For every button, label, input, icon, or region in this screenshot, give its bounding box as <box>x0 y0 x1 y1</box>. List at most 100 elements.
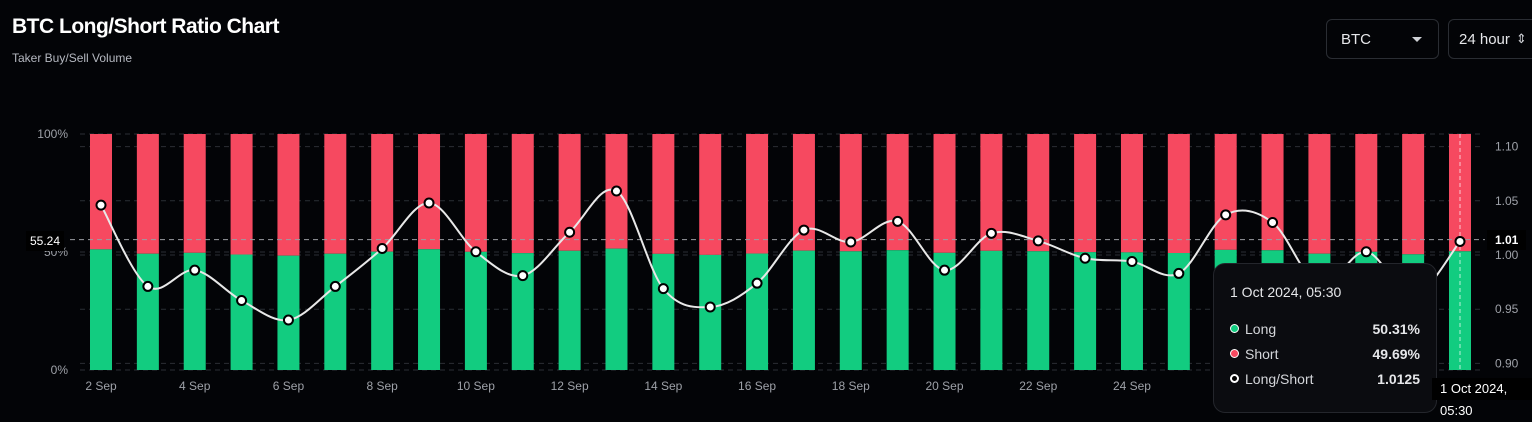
long-bar <box>511 253 534 370</box>
short-bar <box>1261 134 1284 251</box>
ratio-point <box>470 246 482 258</box>
right-axis-tick: 1.00 <box>1495 248 1519 262</box>
short-bar <box>324 134 347 254</box>
long-bar <box>418 249 441 370</box>
short-bar <box>886 134 909 251</box>
chart-tooltip: 1 Oct 2024, 05:30 Long 50.31% Short 49.6… <box>1213 263 1437 413</box>
short-bar <box>277 134 300 256</box>
crosshair-right-value: 1.01 <box>1487 230 1527 250</box>
coin-select-value: BTC <box>1341 30 1371 48</box>
short-bar <box>792 134 815 251</box>
ratio-point <box>95 199 107 211</box>
ratio-point <box>142 280 154 292</box>
short-bar <box>933 134 956 253</box>
ratio-point <box>1360 246 1372 258</box>
ratio-point <box>189 264 201 276</box>
short-bar <box>230 134 253 255</box>
x-axis-tick: 18 Sep <box>832 379 870 393</box>
ratio-point <box>657 283 669 295</box>
long-short-chart[interactable]: 0%50%100%0.900.951.001.051.102 Sep 4 Sep 6… <box>0 0 1532 402</box>
short-bar <box>183 134 206 253</box>
caret-down-icon <box>1412 37 1422 42</box>
short-bar <box>464 134 487 252</box>
x-axis-tick: 24 Sep <box>1113 379 1151 393</box>
ratio-point <box>236 295 248 307</box>
ratio-point <box>517 270 529 282</box>
tooltip-label: Long/Short <box>1245 370 1314 387</box>
period-select[interactable]: 24 hour ⇕ <box>1448 19 1532 59</box>
x-axis-tick: 14 Sep <box>644 379 682 393</box>
long-bar <box>652 253 675 370</box>
short-bar <box>652 134 675 254</box>
coin-select[interactable]: BTC <box>1326 19 1439 59</box>
ratio-point <box>704 301 716 313</box>
long-bar <box>792 250 815 370</box>
right-axis-tick: 1.10 <box>1495 140 1519 154</box>
ratio-point <box>1032 235 1044 247</box>
short-bar <box>1308 134 1331 254</box>
x-axis-tick: 6 Sep <box>273 379 305 393</box>
ratio-point <box>329 280 341 292</box>
long-bar <box>136 253 159 370</box>
crosshair-left-value: 55.24 <box>26 231 65 251</box>
x-axis-tick: 10 Sep <box>457 379 495 393</box>
long-bar <box>886 250 909 370</box>
ratio-point <box>798 224 810 236</box>
long-bar <box>1074 252 1097 370</box>
short-bar <box>980 134 1003 251</box>
short-bar <box>1120 134 1143 253</box>
ratio-point <box>939 264 951 276</box>
ratio-point <box>1267 216 1279 228</box>
ratio-point <box>610 185 622 197</box>
x-axis-tick: 4 Sep <box>179 379 211 393</box>
tooltip-value: 49.69% <box>1372 345 1420 362</box>
short-bar <box>699 134 722 255</box>
ratio-dot-icon <box>1230 374 1239 383</box>
long-bar <box>746 253 769 370</box>
left-axis-tick: 100% <box>37 127 68 141</box>
short-bar <box>90 134 112 250</box>
ratio-point <box>376 242 388 254</box>
x-axis-tick: 20 Sep <box>925 379 963 393</box>
long-bar <box>324 253 347 370</box>
tooltip-row-short: Short 49.69% <box>1230 341 1420 366</box>
long-bar <box>90 249 112 370</box>
tooltip-date: 1 Oct 2024, 05:30 <box>1230 284 1342 300</box>
x-axis-tick: 12 Sep <box>551 379 589 393</box>
tooltip-row-ratio: Long/Short 1.0125 <box>1230 366 1420 391</box>
long-bar <box>1120 252 1143 370</box>
long-bar <box>183 252 206 370</box>
short-bar <box>1167 134 1190 254</box>
short-bar <box>1355 134 1378 252</box>
long-bar <box>277 255 300 370</box>
short-bar <box>136 134 159 254</box>
page-title: BTC Long/Short Ratio Chart <box>12 15 279 38</box>
long-bar <box>1027 251 1050 370</box>
ratio-point <box>1173 267 1185 279</box>
tooltip-label: Short <box>1245 345 1279 362</box>
short-bar <box>1074 134 1097 253</box>
short-bar <box>1402 134 1425 255</box>
long-bar <box>839 251 862 370</box>
ratio-point <box>1220 209 1232 221</box>
x-axis-tick: 2 Sep <box>85 379 117 393</box>
ratio-point <box>423 197 435 209</box>
long-bar <box>558 250 581 370</box>
ratio-point <box>751 277 763 289</box>
short-bar <box>371 134 394 252</box>
period-select-value: 24 hour <box>1459 30 1510 48</box>
ratio-point <box>845 236 857 248</box>
x-axis-tick: 16 Sep <box>738 379 776 393</box>
right-axis-tick: 0.90 <box>1495 356 1519 370</box>
long-bar <box>980 250 1003 370</box>
short-bar <box>839 134 862 252</box>
ratio-point <box>564 226 576 238</box>
ratio-point <box>1126 256 1138 268</box>
short-bar <box>511 134 534 254</box>
long-dot-icon <box>1230 324 1239 333</box>
short-bar <box>746 134 769 254</box>
crosshair-x-label: 1 Oct 2024, 05:30 <box>1432 378 1532 418</box>
long-bar <box>605 248 628 370</box>
long-bar <box>933 252 956 370</box>
tooltip-label: Long <box>1245 320 1277 337</box>
